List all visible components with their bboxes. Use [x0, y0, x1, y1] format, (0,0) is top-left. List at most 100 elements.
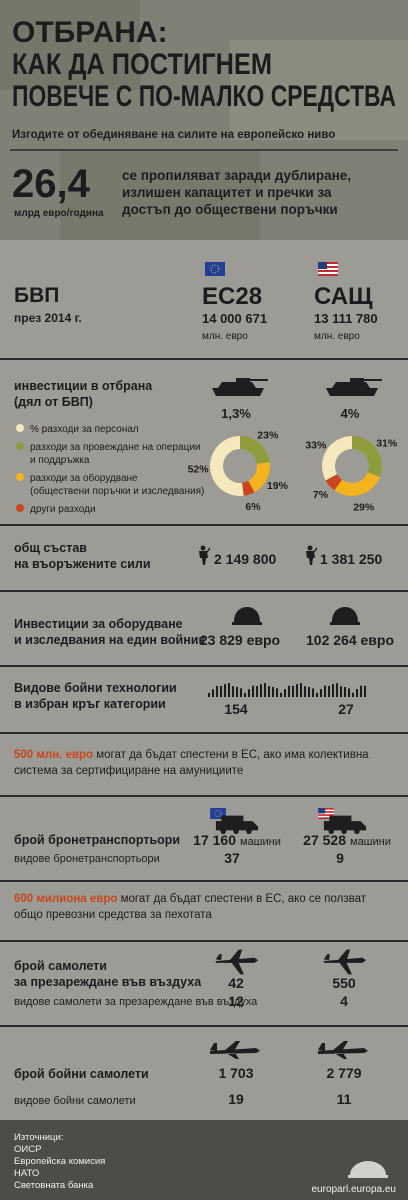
- row-value-us: 2 779: [326, 1065, 361, 1081]
- helmet-icon: [330, 607, 360, 625]
- decoration: [208, 693, 210, 697]
- decoration: [244, 692, 246, 697]
- investment-eu: 1,3%: [221, 406, 251, 421]
- subtitle: Изгодите от обединяване на силите на евр…: [12, 129, 335, 141]
- row-value-us: 1 381 250: [320, 551, 382, 567]
- legend-dot: [16, 442, 24, 450]
- donut-label: 33%: [305, 440, 327, 452]
- camo: [230, 40, 408, 140]
- gdp-unit: млн. евро: [314, 331, 360, 342]
- decoration: [212, 689, 214, 697]
- decoration: [344, 687, 346, 697]
- decoration: [216, 685, 218, 697]
- row-value-eu: 23 829 евро: [200, 632, 280, 648]
- decoration: [252, 685, 254, 697]
- decoration: [248, 689, 250, 697]
- donut-label: 19%: [267, 480, 289, 492]
- gdp-unit: млн. евро: [202, 331, 248, 342]
- decoration: [276, 688, 278, 697]
- note-highlight: 600 милиона евро: [14, 893, 117, 905]
- source: Световната банка: [14, 1180, 94, 1191]
- footer-bg: [0, 1120, 408, 1200]
- row-label: за презареждане във въздуха: [14, 975, 202, 989]
- fighter-icon: [210, 1041, 260, 1059]
- note-line: система за сертифициране на амунициите: [14, 765, 243, 777]
- decoration: [312, 688, 314, 697]
- tank-icon: [212, 378, 268, 396]
- gdp-value: 13 111 780: [314, 311, 378, 326]
- decoration: [324, 685, 326, 697]
- decoration: [264, 683, 266, 697]
- title-line: ПОВЕЧЕ С ПО-МАЛКО СРЕДСТВА: [12, 80, 396, 113]
- donut-label: 29%: [353, 501, 375, 513]
- donut-slice: [325, 474, 343, 491]
- fighter-icon: [318, 1041, 368, 1059]
- row-sublabel: видове самолети за презареждане във възд…: [14, 996, 258, 1008]
- row-value-eu: 2 149 800: [214, 551, 276, 567]
- decoration: [340, 686, 342, 697]
- unit: машини: [350, 836, 391, 848]
- donut-label: 6%: [245, 501, 261, 513]
- investment-label: (дял от БВП): [14, 395, 93, 409]
- row-value-us: 102 264 евро: [306, 632, 394, 648]
- decoration: [320, 689, 322, 697]
- decoration: [256, 686, 258, 697]
- waste-text: излишен капацитет и пречки за: [122, 185, 332, 200]
- donut-label: 31%: [376, 437, 398, 449]
- gdp-name: ЕС28: [202, 283, 262, 310]
- donut-slice: [334, 472, 380, 496]
- note-line: общо превозни средства за пехотата: [14, 909, 212, 921]
- donut-slice: [248, 462, 270, 493]
- note-text: могат да бъдат спестени в ЕС, ако се пол…: [117, 893, 366, 905]
- row-label: брой самолети: [14, 959, 107, 973]
- decoration: [284, 689, 286, 697]
- row-value-us: 550: [332, 975, 356, 991]
- decoration: [220, 686, 222, 697]
- decoration: [260, 684, 262, 697]
- row-label: общ състав: [14, 541, 87, 555]
- row-sublabel: видове бойни самолети: [14, 1095, 136, 1107]
- camo: [60, 150, 260, 240]
- decoration: [236, 686, 238, 697]
- row-label: и изследвания на един войник: [14, 633, 205, 647]
- donut-slice: [322, 436, 352, 481]
- row-label: брой бронетранспортьори: [14, 833, 180, 847]
- tanker-icon: [323, 949, 366, 975]
- note-highlight: 500 млн. евро: [14, 749, 93, 761]
- note-text: могат да бъдат спестени в ЕС, ако има ко…: [93, 749, 369, 761]
- tanker-icon: [215, 949, 258, 975]
- title-line: ОТБРАНА:: [12, 16, 168, 49]
- legend-label: и поддръжка: [30, 455, 90, 466]
- flag-us: [318, 262, 338, 276]
- waste-unit: млрд евро/година: [14, 208, 104, 219]
- gdp-label: БВП: [14, 284, 59, 307]
- unit: машини: [240, 836, 281, 848]
- dividers: [0, 358, 408, 1027]
- donut-label: 7%: [313, 489, 329, 501]
- decoration: [228, 683, 230, 697]
- waste-text: достъп до обществени поръчки: [122, 202, 338, 217]
- row-value-us: 27 528: [303, 832, 346, 848]
- decoration: [300, 683, 302, 697]
- donut-label: 23%: [257, 429, 279, 441]
- row-value-eu: 42: [228, 975, 244, 991]
- decoration: [272, 686, 274, 697]
- source: ОИСР: [14, 1144, 41, 1155]
- legend-label: (обществени поръчки и изследвания): [30, 485, 204, 497]
- decoration: [280, 692, 282, 697]
- decoration: [308, 687, 310, 697]
- row-sublabel: видове бронетранспортьори: [14, 853, 160, 865]
- decoration: [348, 688, 350, 697]
- tank-icon: [326, 378, 382, 396]
- legend-dot: [16, 504, 24, 512]
- title-line: КАК ДА ПОСТИГНЕМ: [12, 48, 272, 81]
- parliament-logo: [348, 1161, 388, 1178]
- decoration: [364, 685, 366, 697]
- investment-label: инвестиции в отбрана: [14, 379, 153, 393]
- decoration: [288, 685, 290, 697]
- donut-slice: [352, 436, 382, 478]
- row-label: Инвестиции за оборудване: [14, 617, 183, 631]
- types-us: 4: [340, 993, 348, 1009]
- types-eu: 12: [228, 993, 244, 1009]
